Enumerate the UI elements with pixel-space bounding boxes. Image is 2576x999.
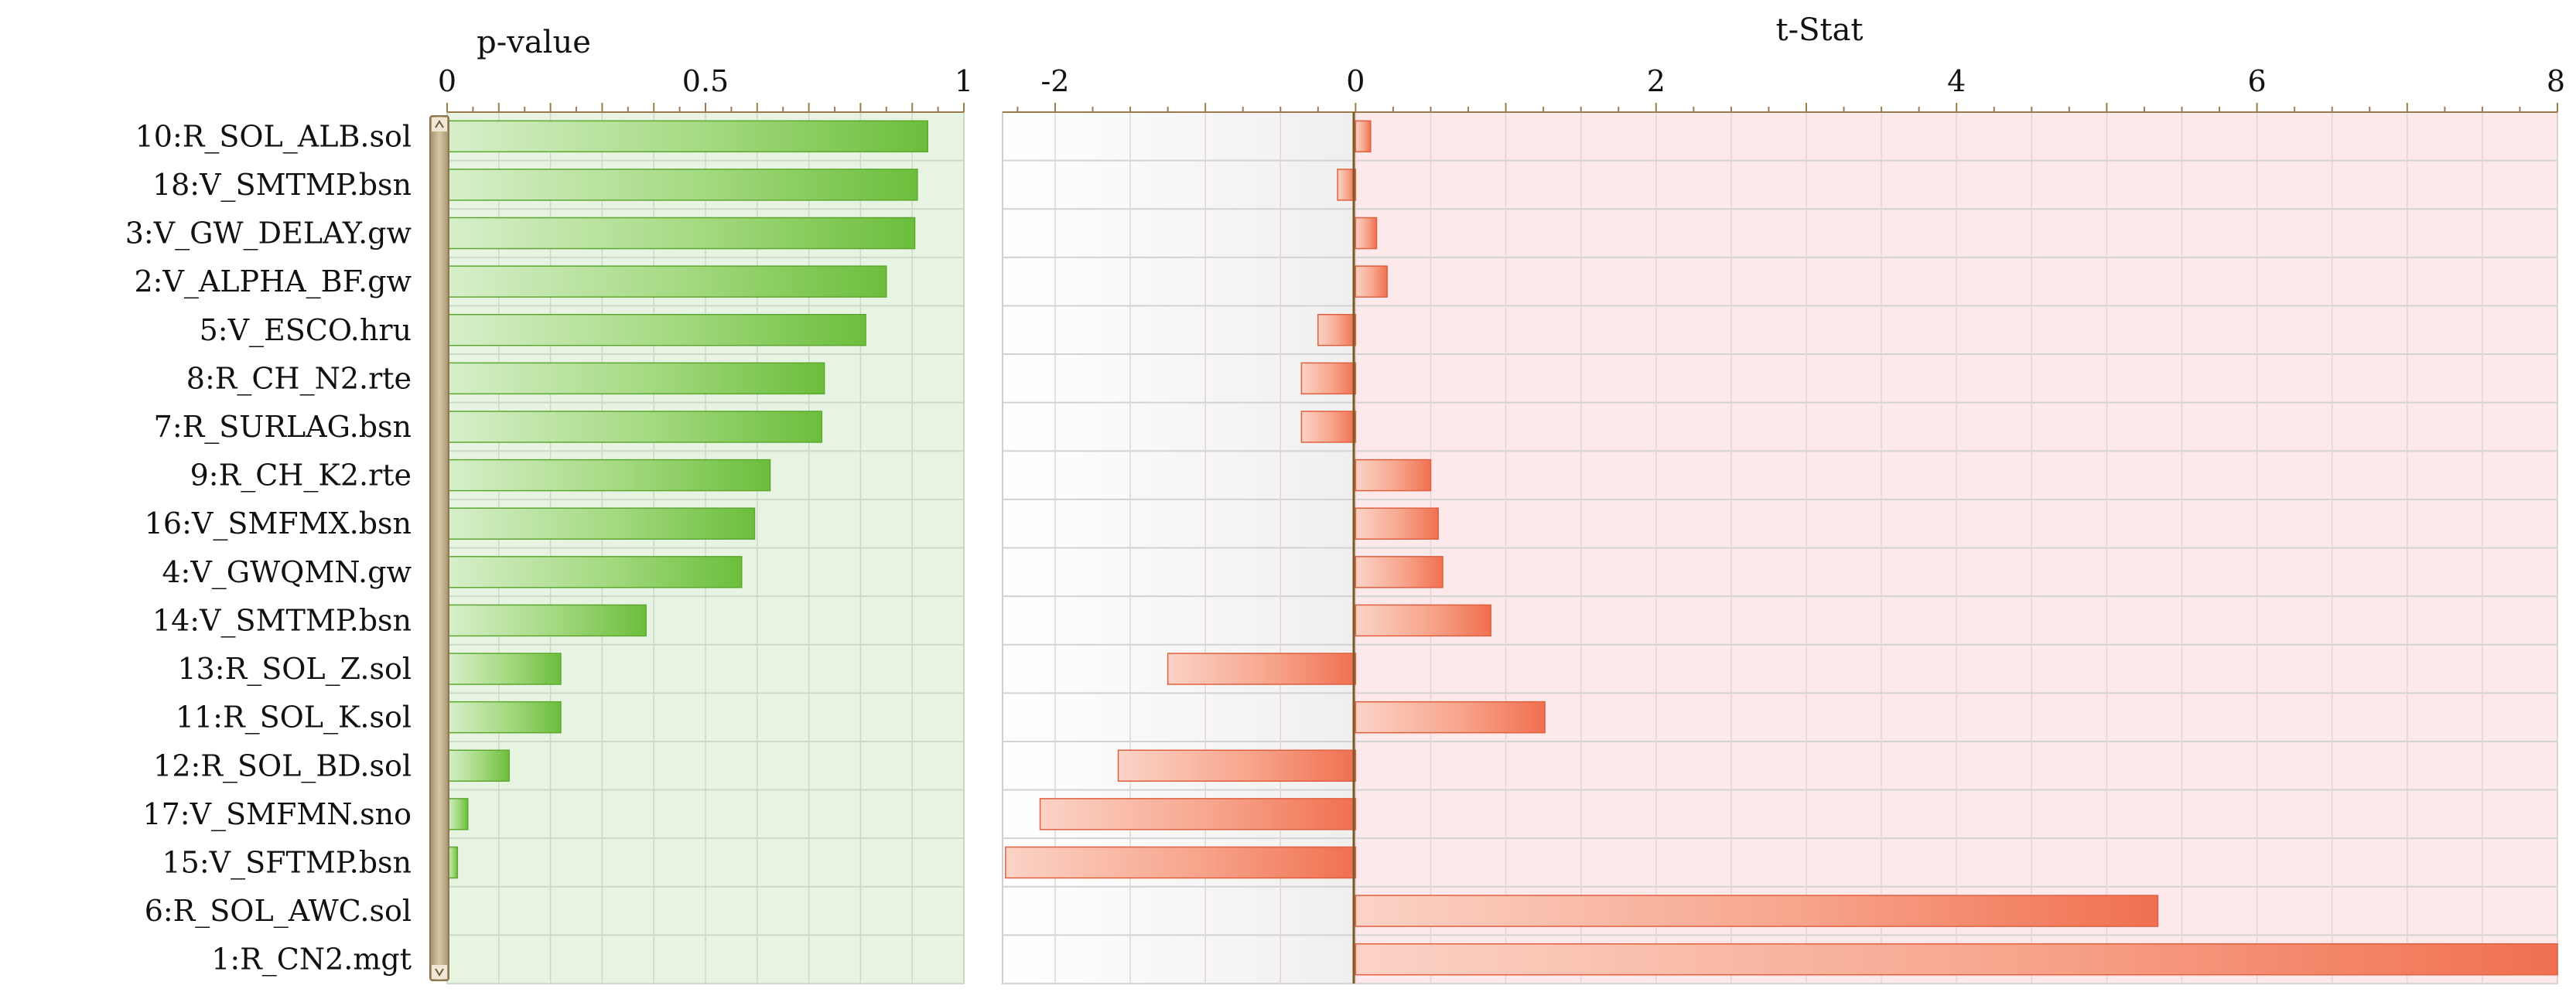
tstat-bar — [1300, 362, 1357, 395]
parameter-label: 6:R_SOL_AWC.sol — [145, 894, 412, 929]
pvalue-title: p-value — [477, 25, 591, 60]
pvalue-bar — [446, 217, 916, 250]
pvalue-bar — [446, 411, 823, 443]
scrollbar-down-arrow[interactable] — [432, 965, 447, 979]
parameter-label: 7:R_SURLAG.bsn — [154, 410, 412, 445]
tstat-bar — [1005, 846, 1357, 879]
tstat-tick-label: -2 — [1040, 64, 1069, 98]
tstat-bar — [1355, 217, 1378, 250]
parameter-label: 15:V_SFTMP.bsn — [162, 845, 412, 880]
parameter-label: 11:R_SOL_K.sol — [176, 701, 412, 735]
pvalue-bar — [446, 701, 562, 734]
parameter-label: 16:V_SMFMX.bsn — [145, 506, 412, 541]
pvalue-axis: 0 0.5 1 — [438, 64, 973, 113]
tstat-bar — [1117, 749, 1357, 782]
pvalue-tick-label: 0.5 — [682, 64, 729, 98]
pvalue-bar — [446, 507, 756, 540]
tstat-tick-label: 8 — [2547, 64, 2565, 98]
tstat-gridlines — [1003, 111, 2558, 984]
tstat-bar — [1039, 798, 1357, 830]
tstat-bar — [1355, 120, 1372, 153]
pvalue-bar — [446, 169, 918, 201]
pvalue-bars — [446, 120, 928, 879]
pvalue-tick-label: 1 — [955, 64, 973, 98]
tstat-bar — [1355, 556, 1443, 588]
pvalue-bar — [446, 604, 647, 637]
tstat-tick-label: 4 — [1947, 64, 1966, 98]
chevron-up-icon — [435, 120, 444, 128]
pvalue-bar — [446, 120, 928, 153]
parameter-label: 18:V_SMTMP.bsn — [152, 168, 412, 203]
tstat-title: t-Stat — [1776, 12, 1864, 48]
scrollbar[interactable] — [429, 115, 449, 981]
parameter-label: 3:V_GW_DELAY.gw — [125, 217, 412, 251]
pvalue-bar — [446, 653, 562, 685]
tstat-bar — [1317, 314, 1357, 346]
chevron-down-icon — [435, 968, 444, 977]
parameter-label: 12:R_SOL_BD.sol — [153, 748, 412, 783]
tstat-bar — [1355, 604, 1491, 637]
parameter-label: 14:V_SMTMP.bsn — [152, 603, 412, 638]
parameter-label: 13:R_SOL_Z.sol — [177, 652, 412, 687]
tstat-bar — [1167, 653, 1357, 685]
tstat-bar — [1355, 265, 1388, 298]
tstat-bar — [1355, 895, 2159, 927]
pvalue-bar — [446, 362, 825, 395]
tstat-bars — [1005, 120, 2558, 976]
tstat-bar — [1300, 411, 1357, 443]
parameter-label: 5:V_ESCO.hru — [200, 313, 412, 348]
scrollbar-track[interactable] — [429, 115, 449, 981]
tstat-bar — [1337, 169, 1357, 201]
tstat-tick-label: 6 — [2248, 64, 2267, 98]
tstat-bar — [1355, 943, 2558, 976]
pvalue-bar — [446, 556, 743, 588]
pvalue-bar — [446, 749, 510, 782]
parameter-label: 17:V_SMFMN.sno — [142, 797, 412, 832]
tstat-panel: t-Stat -2 0 2 4 6 8 — [1002, 12, 2565, 984]
pvalue-bar — [446, 798, 469, 830]
parameter-label: 4:V_GWQMN.gw — [162, 555, 412, 590]
pvalue-tick-label: 0 — [438, 64, 456, 98]
pvalue-bar — [446, 265, 887, 298]
parameter-labels: 10:R_SOL_ALB.sol 18:V_SMTMP.bsn 3:V_GW_DEL… — [125, 119, 412, 977]
pvalue-bar — [446, 459, 771, 492]
parameter-label: 1:R_CN2.mgt — [211, 943, 412, 977]
tstat-axis: -2 0 2 4 6 8 — [1003, 64, 2565, 113]
parameter-label: 8:R_CH_N2.rte — [186, 361, 412, 396]
parameter-label: 2:V_ALPHA_BF.gw — [134, 264, 412, 299]
pvalue-bar — [446, 314, 866, 346]
tstat-bar — [1355, 701, 1546, 734]
tstat-bar — [1355, 459, 1432, 492]
parameter-label: 10:R_SOL_ALB.sol — [135, 119, 412, 154]
parameter-label: 9:R_CH_K2.rte — [190, 459, 412, 493]
pvalue-panel: p-value 0 0.5 1 — [429, 25, 973, 984]
tstat-bar — [1355, 507, 1439, 540]
tstat-tick-label: 0 — [1346, 64, 1365, 98]
tstat-tick-label: 2 — [1647, 64, 1666, 98]
scrollbar-up-arrow[interactable] — [432, 118, 447, 131]
